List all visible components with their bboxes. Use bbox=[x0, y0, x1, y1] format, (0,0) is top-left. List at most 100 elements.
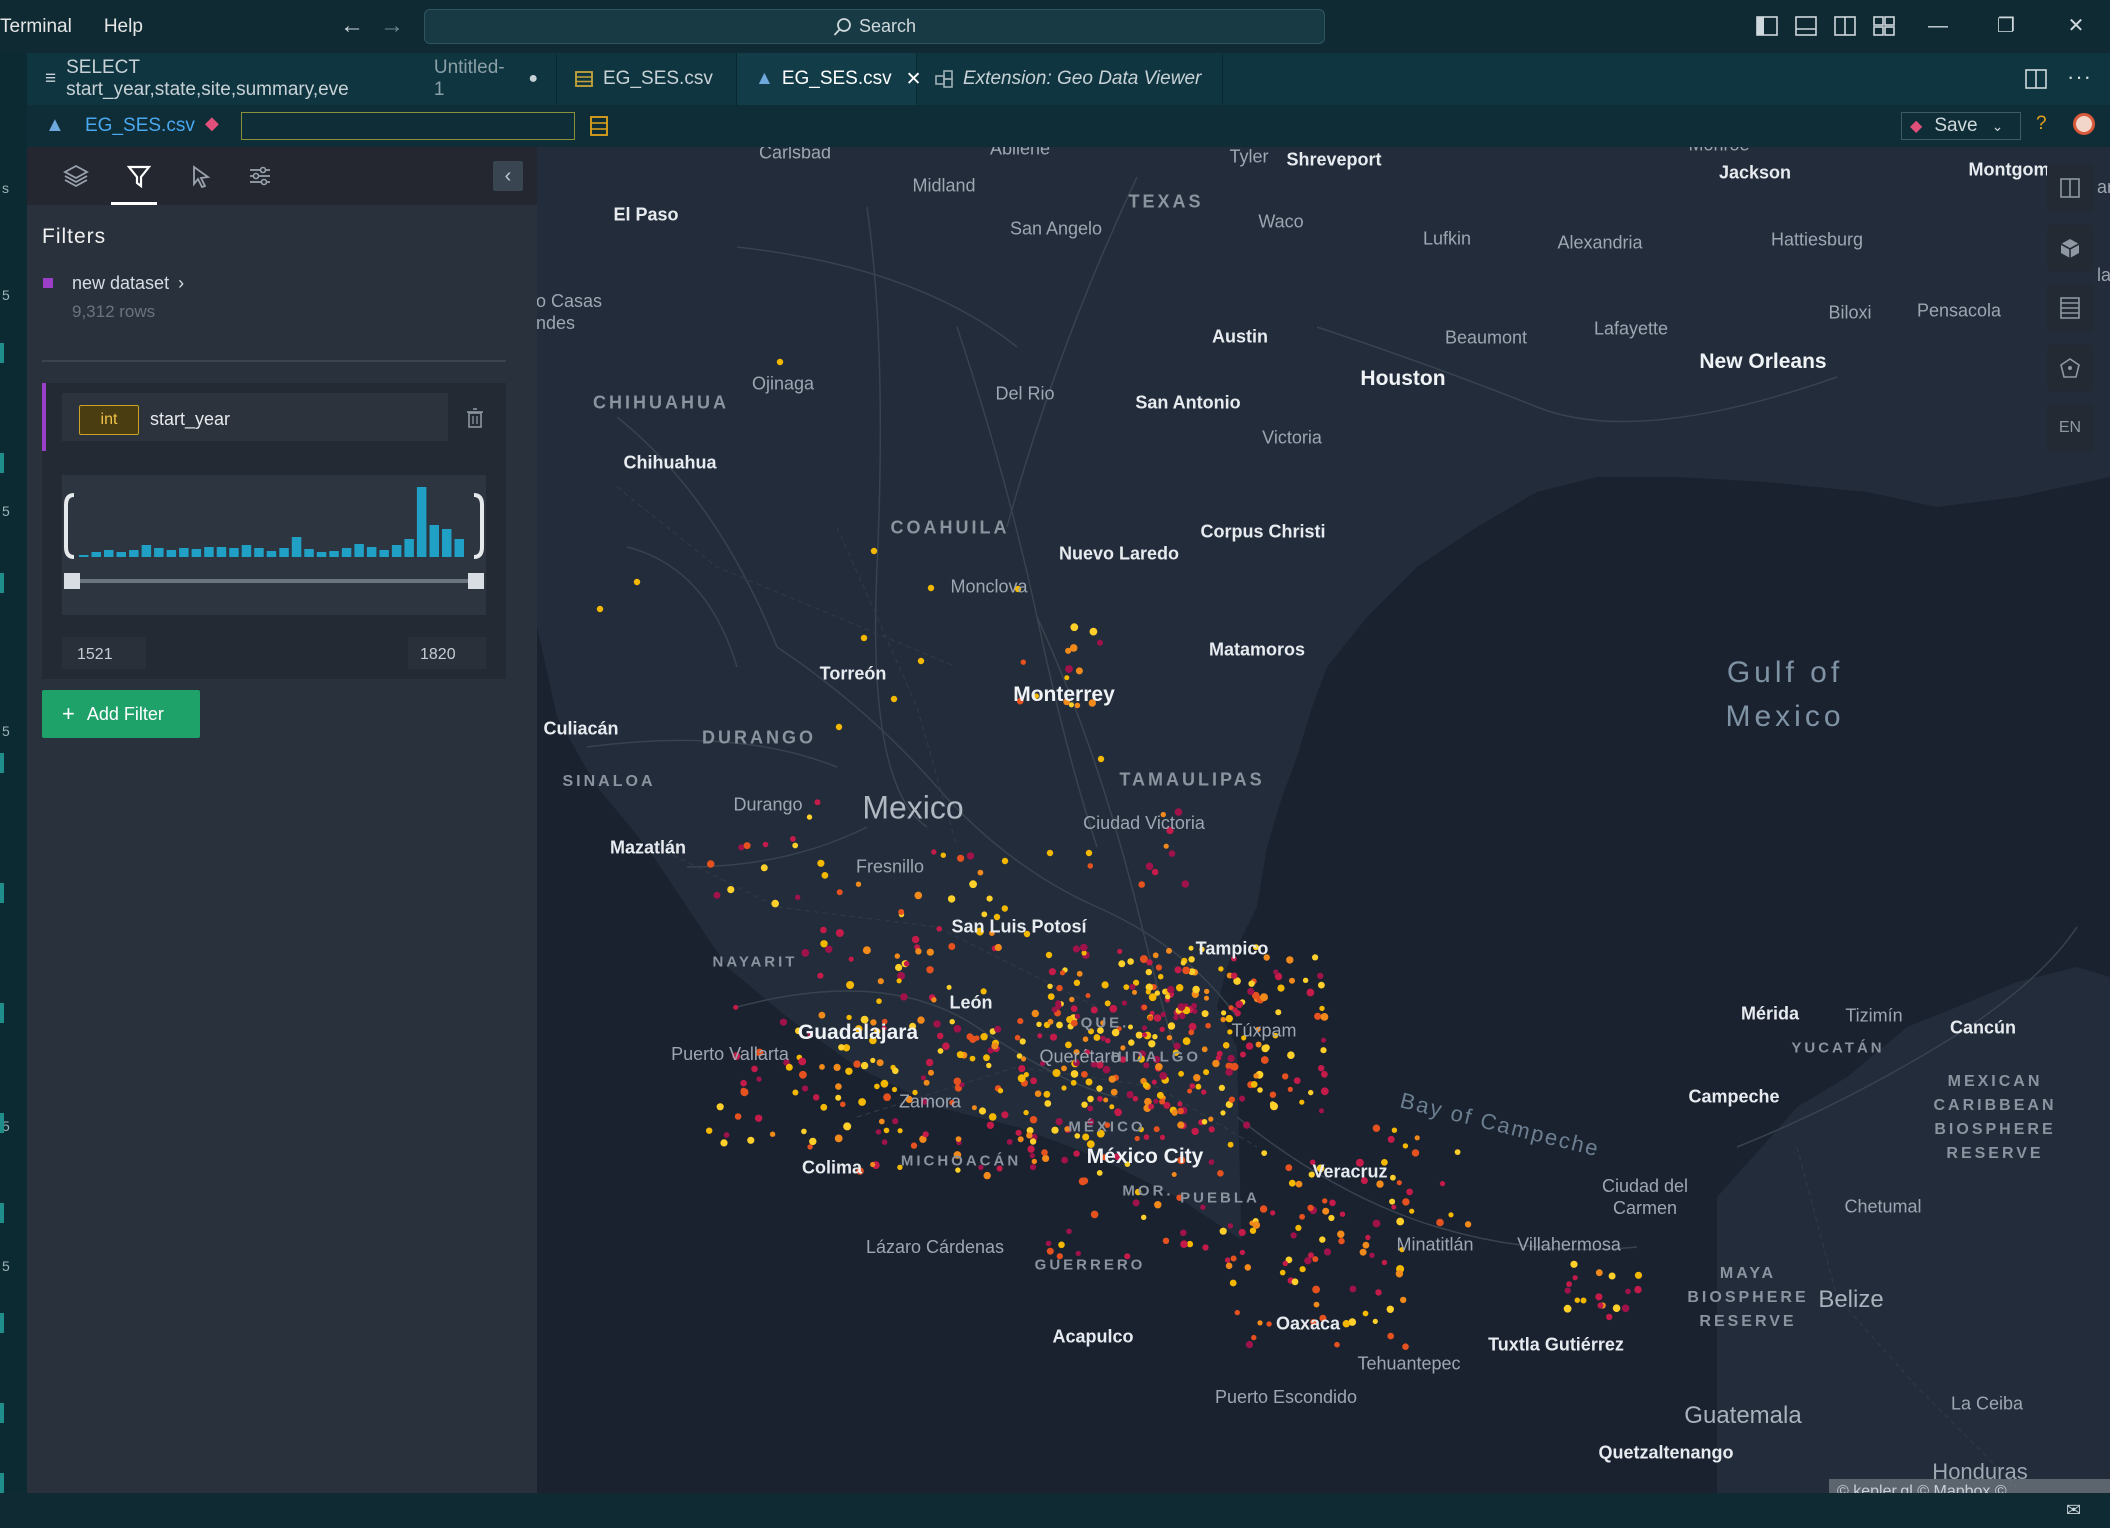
menu-terminal[interactable]: Terminal bbox=[0, 15, 72, 37]
help-icon[interactable]: ? bbox=[2036, 113, 2047, 134]
map-point bbox=[1245, 1341, 1254, 1349]
map-point bbox=[806, 814, 813, 820]
layout-icon[interactable] bbox=[1873, 15, 1895, 37]
filter-icon[interactable] bbox=[124, 161, 154, 191]
user-avatar-icon[interactable] bbox=[2073, 113, 2095, 135]
tab-extension-geo-data-viewer[interactable]: Extension: Geo Data Viewer bbox=[917, 53, 1223, 105]
map-canvas[interactable]: Carlsbad Abilene Monroe Tyler Shreveport… bbox=[537, 147, 2110, 1493]
more-actions-icon[interactable]: ··· bbox=[2067, 64, 2092, 89]
map-point bbox=[1322, 1207, 1330, 1215]
map-label-text: MAYA BIOSPHERE RESERVE bbox=[1687, 1265, 1809, 1330]
map-point bbox=[1402, 1343, 1409, 1350]
forward-arrow-icon[interactable]: → bbox=[380, 12, 404, 39]
command-search-box[interactable]: Search bbox=[424, 9, 1325, 44]
range-min-input[interactable]: 1521 bbox=[62, 637, 146, 669]
map-point bbox=[1269, 1091, 1277, 1098]
split-editor-icon[interactable] bbox=[2025, 68, 2047, 90]
map-point bbox=[1400, 1296, 1407, 1304]
map-point bbox=[1090, 1210, 1099, 1219]
map-point bbox=[878, 1118, 885, 1125]
add-filter-button[interactable]: + Add Filter bbox=[42, 690, 200, 738]
map-label: Lufkin bbox=[1422, 228, 1472, 249]
file-link[interactable]: EG_SES.csv bbox=[85, 115, 195, 136]
save-dropdown[interactable]: ◆ Save ⌄ bbox=[1901, 112, 2021, 140]
range-bracket-right[interactable] bbox=[473, 493, 484, 559]
notification-bell-icon[interactable]: ✉ bbox=[2066, 1500, 2082, 1520]
map-point bbox=[1166, 827, 1174, 835]
layers-icon[interactable] bbox=[61, 161, 91, 191]
map-point bbox=[1348, 1318, 1357, 1326]
map-point bbox=[1104, 1122, 1111, 1128]
unsaved-dot-icon[interactable]: ● bbox=[528, 70, 538, 87]
map-point bbox=[1319, 1314, 1327, 1322]
map-point bbox=[1114, 1108, 1122, 1117]
dataset-name[interactable]: new dataset › bbox=[72, 273, 184, 294]
map-point bbox=[860, 1061, 869, 1070]
map-point bbox=[1172, 1049, 1180, 1056]
map-point bbox=[1052, 1069, 1061, 1077]
histogram-bar bbox=[191, 549, 202, 557]
map-point bbox=[1230, 1255, 1237, 1262]
map-point bbox=[1253, 944, 1259, 951]
minimize-icon[interactable]: — bbox=[1928, 15, 1948, 37]
map-point bbox=[1142, 1032, 1147, 1038]
map-point bbox=[1017, 1136, 1024, 1143]
back-arrow-icon[interactable]: ← bbox=[340, 12, 364, 39]
language-button[interactable]: EN bbox=[2047, 405, 2093, 451]
range-handle-min[interactable] bbox=[64, 573, 80, 589]
map-point bbox=[942, 1042, 950, 1050]
map-point bbox=[910, 1142, 918, 1149]
split-map-button[interactable] bbox=[2047, 165, 2093, 211]
toggle-sidebar-icon[interactable] bbox=[1756, 15, 1778, 37]
settings-sliders-icon[interactable] bbox=[245, 161, 275, 191]
map-point bbox=[1355, 1158, 1364, 1167]
toggle-panel-icon[interactable] bbox=[1795, 15, 1817, 37]
kepler-icon[interactable]: ◆ bbox=[205, 113, 219, 133]
map-point bbox=[1088, 699, 1096, 707]
map-point bbox=[1225, 1100, 1233, 1109]
restore-icon[interactable]: ❐ bbox=[1997, 15, 2015, 37]
map-point bbox=[738, 844, 745, 851]
map-point bbox=[1318, 1065, 1325, 1072]
range-max-input[interactable]: 1820 bbox=[408, 637, 486, 669]
map-point bbox=[1180, 1240, 1188, 1248]
menu-help[interactable]: Help bbox=[103, 15, 143, 37]
map-point bbox=[1100, 1035, 1106, 1041]
toggle-secondary-sidebar-icon[interactable] bbox=[1834, 15, 1856, 37]
map-point bbox=[1188, 968, 1196, 976]
close-tab-icon[interactable]: ✕ bbox=[905, 68, 922, 90]
close-window-icon[interactable]: ✕ bbox=[2067, 15, 2085, 37]
map-point bbox=[819, 1064, 825, 1070]
map-point bbox=[747, 1136, 755, 1144]
histogram-bar bbox=[204, 547, 214, 557]
table-view-icon[interactable] bbox=[590, 116, 608, 136]
tab-eg-ses-map[interactable]: ▲ EG_SES.csv ✕ bbox=[737, 53, 922, 105]
map-point bbox=[1155, 1063, 1163, 1071]
map-label: New Orleans bbox=[1699, 350, 1827, 373]
map-point bbox=[743, 842, 751, 850]
tab-sql-query[interactable]: ≡ SELECT start_year,state,site,summary,e… bbox=[27, 53, 557, 105]
legend-button[interactable] bbox=[2047, 285, 2093, 331]
activity-marker bbox=[0, 343, 4, 363]
tab-eg-ses-table[interactable]: EG_SES.csv bbox=[557, 53, 737, 105]
map-point bbox=[1204, 988, 1210, 995]
range-bracket-left[interactable] bbox=[64, 493, 75, 559]
map-point bbox=[1159, 1072, 1168, 1080]
map-point bbox=[1320, 1087, 1329, 1096]
range-histogram[interactable] bbox=[62, 475, 486, 615]
3d-view-button[interactable] bbox=[2047, 225, 2093, 271]
map-point bbox=[835, 929, 844, 937]
map-point bbox=[740, 1079, 747, 1087]
toolbar-input[interactable] bbox=[241, 112, 575, 140]
trash-icon[interactable] bbox=[466, 408, 484, 428]
map-point bbox=[1464, 1221, 1472, 1228]
range-handle-max[interactable] bbox=[468, 573, 484, 589]
map-point bbox=[813, 1094, 820, 1101]
collapse-panel-button[interactable]: ‹ bbox=[493, 161, 523, 191]
map-point bbox=[1123, 984, 1130, 990]
draw-polygon-button[interactable] bbox=[2047, 345, 2093, 391]
interactions-icon[interactable] bbox=[186, 161, 216, 191]
map-point bbox=[969, 1035, 977, 1043]
map-point bbox=[846, 1014, 852, 1021]
map-point bbox=[1166, 1035, 1173, 1041]
